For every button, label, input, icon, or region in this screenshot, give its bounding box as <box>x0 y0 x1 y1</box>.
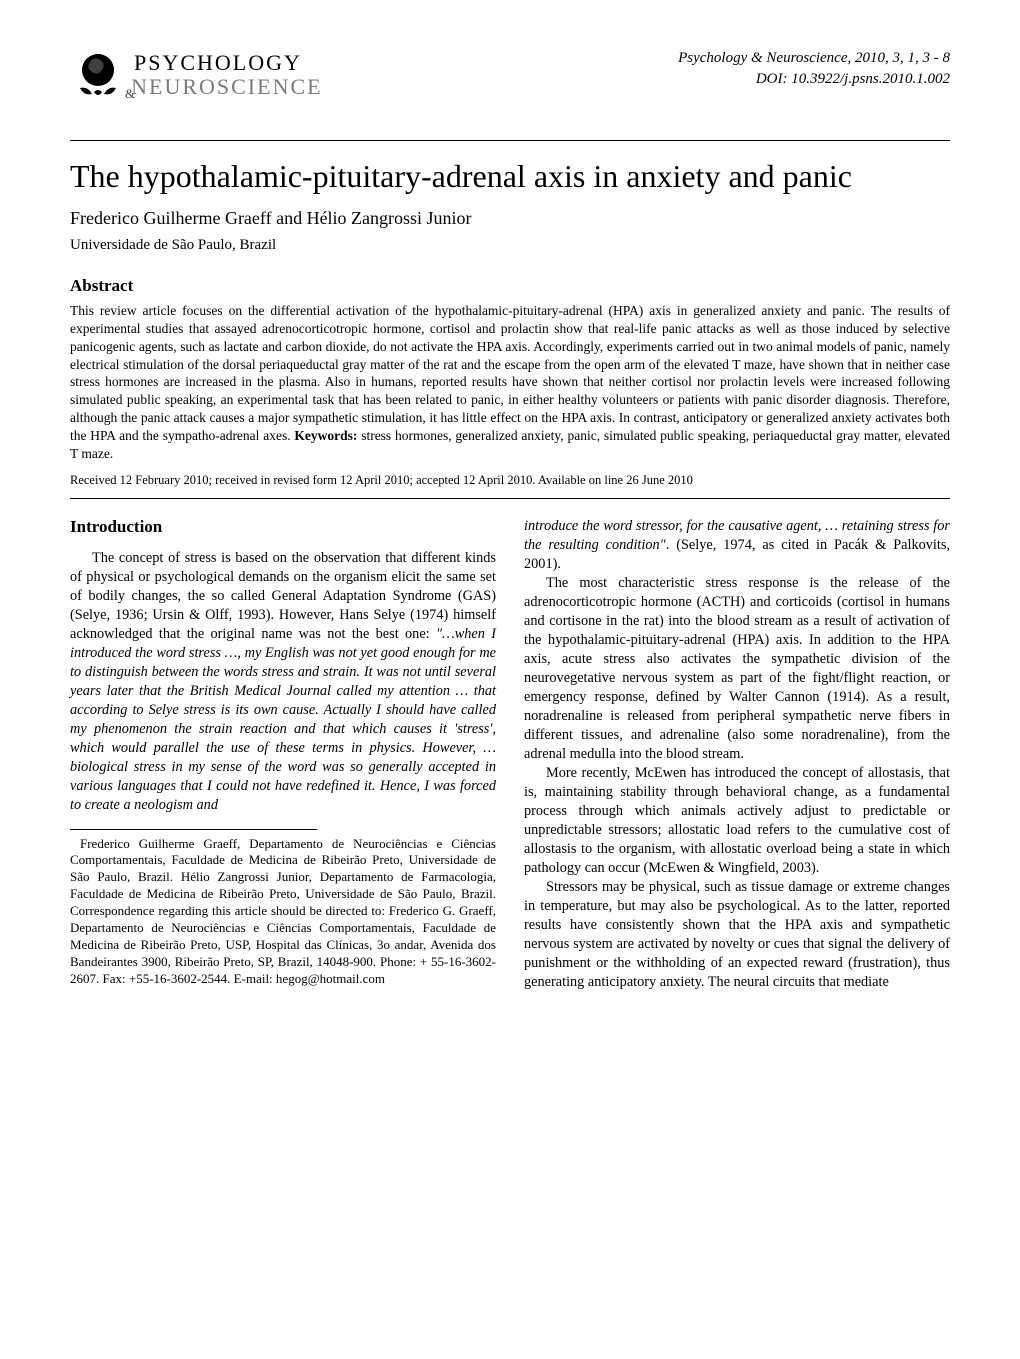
intro-p1-text: The concept of stress is based on the ob… <box>70 550 496 642</box>
logo-secondary-word: NEUROSCIENCE <box>131 74 322 99</box>
intro-para-2: The most characteristic stress response … <box>524 574 950 764</box>
intro-p1-quote: "…when I introduced the word stress …, m… <box>70 626 496 813</box>
header-rule <box>70 140 950 141</box>
received-line: Received 12 February 2010; received in r… <box>70 473 950 488</box>
keywords-label: Keywords: <box>294 428 357 443</box>
intro-para-1: The concept of stress is based on the ob… <box>70 549 496 815</box>
brain-leaf-icon <box>70 48 126 104</box>
article-title: The hypothalamic-pituitary-adrenal axis … <box>70 159 950 194</box>
body-columns: Introduction The concept of stress is ba… <box>70 517 950 992</box>
author-footnote: Frederico Guilherme Graeff, Departamento… <box>70 836 496 988</box>
right-column: introduce the word stressor, for the cau… <box>524 517 950 992</box>
abstract-text: This review article focuses on the diffe… <box>70 303 950 443</box>
abstract-rule <box>70 498 950 499</box>
logo-text: PSYCHOLOGY &NEUROSCIENCE <box>134 51 323 101</box>
footnote-rule <box>70 829 317 830</box>
abstract-heading: Abstract <box>70 276 950 296</box>
journal-doi: DOI: 10.3922/j.psns.2010.1.002 <box>678 69 950 90</box>
journal-citation: Psychology & Neuroscience, 2010, 3, 1, 3… <box>678 48 950 69</box>
article-affiliation: Universidade de São Paulo, Brazil <box>70 237 950 254</box>
journal-reference: Psychology & Neuroscience, 2010, 3, 1, 3… <box>678 48 950 90</box>
introduction-heading: Introduction <box>70 517 496 537</box>
intro-para-3: More recently, McEwen has introduced the… <box>524 764 950 878</box>
abstract-body: This review article focuses on the diffe… <box>70 302 950 462</box>
intro-para-1-continued: introduce the word stressor, for the cau… <box>524 517 950 574</box>
article-authors: Frederico Guilherme Graeff and Hélio Zan… <box>70 208 950 229</box>
page-header: PSYCHOLOGY &NEUROSCIENCE Psychology & Ne… <box>70 48 950 104</box>
left-column: Introduction The concept of stress is ba… <box>70 517 496 992</box>
logo-primary-word: PSYCHOLOGY <box>134 50 302 75</box>
journal-logo: PSYCHOLOGY &NEUROSCIENCE <box>70 48 323 104</box>
intro-para-4: Stressors may be physical, such as tissu… <box>524 878 950 992</box>
